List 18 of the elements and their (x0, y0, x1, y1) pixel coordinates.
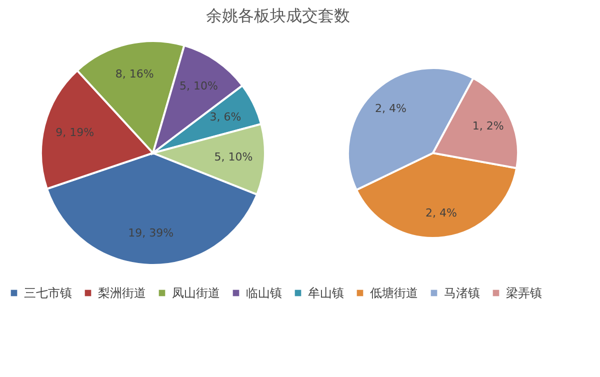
chart-title: 余姚各板块成交套数 (206, 6, 350, 25)
data-label: 1, 2% (472, 119, 504, 132)
legend-label: 牟山镇 (308, 286, 344, 300)
legend-label: 马渚镇 (444, 286, 480, 300)
data-label: 3, 6% (210, 110, 242, 124)
legend-label: 三七市镇 (24, 286, 72, 300)
data-label: 5, 10% (180, 80, 218, 93)
data-label: 19, 39% (128, 226, 174, 240)
data-label: 5, 10% (214, 150, 253, 164)
data-label: 2, 4% (374, 102, 406, 115)
data-label: 9, 19% (56, 126, 94, 139)
legend-label: 梁弄镇 (506, 286, 542, 300)
legend-label: 临山镇 (246, 286, 282, 300)
legend-label: 梨洲街道 (98, 286, 146, 300)
data-label: 8, 16% (115, 67, 154, 80)
legend-label: 低塘街道 (370, 286, 418, 300)
data-label: 2, 4% (426, 206, 457, 220)
legend-label: 凤山街道 (172, 286, 220, 300)
